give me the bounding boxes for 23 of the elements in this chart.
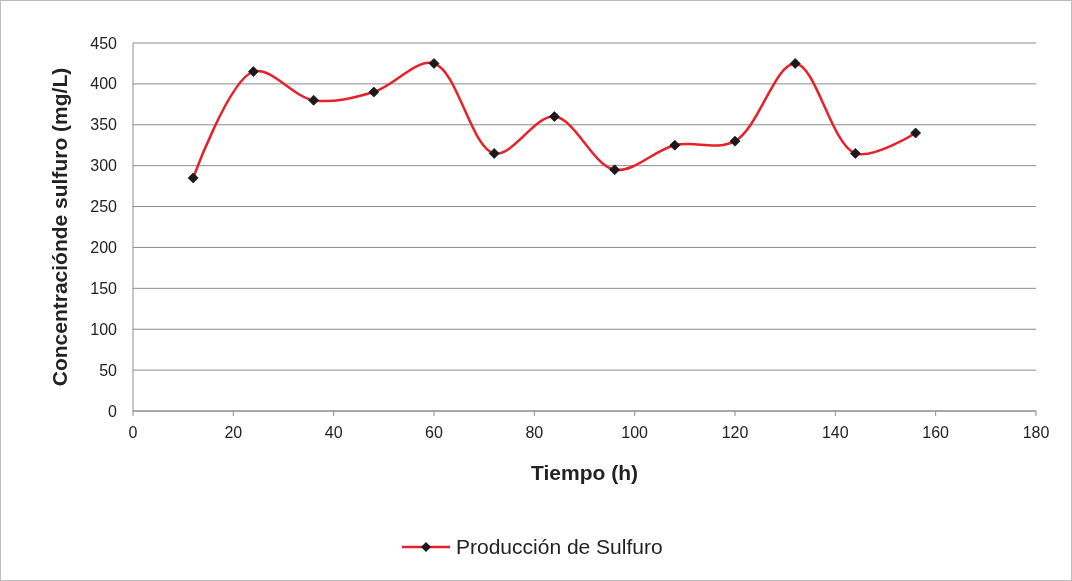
y-tick-label: 300 — [90, 157, 118, 175]
x-tick-label: 120 — [721, 424, 749, 441]
y-tick-label: 350 — [90, 116, 118, 134]
x-tick-label: 40 — [324, 424, 343, 441]
x-tick-label: 80 — [525, 424, 544, 441]
y-tick-label: 400 — [90, 75, 118, 93]
x-axis-title: Tiempo (h) — [531, 461, 638, 484]
y-tick-label: 100 — [90, 320, 118, 338]
y-tick-label: 150 — [90, 279, 118, 297]
y-tick-label: 450 — [90, 34, 118, 52]
x-tick-label: 0 — [128, 424, 138, 441]
x-tick-label: 20 — [224, 424, 243, 441]
x-tick-label: 160 — [922, 424, 950, 441]
x-tick-label: 180 — [1022, 424, 1050, 441]
legend-label: Producción de Sulfuro — [456, 535, 663, 559]
y-tick-label: 50 — [99, 361, 118, 379]
y-tick-label: 0 — [108, 402, 118, 420]
y-axis-title: Concentraciónde sulfuro (mg/L) — [48, 67, 71, 387]
x-tick-label: 100 — [621, 424, 649, 441]
y-tick-label: 200 — [90, 239, 118, 257]
x-tick-label: 140 — [821, 424, 849, 441]
y-tick-label: 250 — [90, 198, 118, 216]
x-tick-label: 60 — [425, 424, 443, 441]
